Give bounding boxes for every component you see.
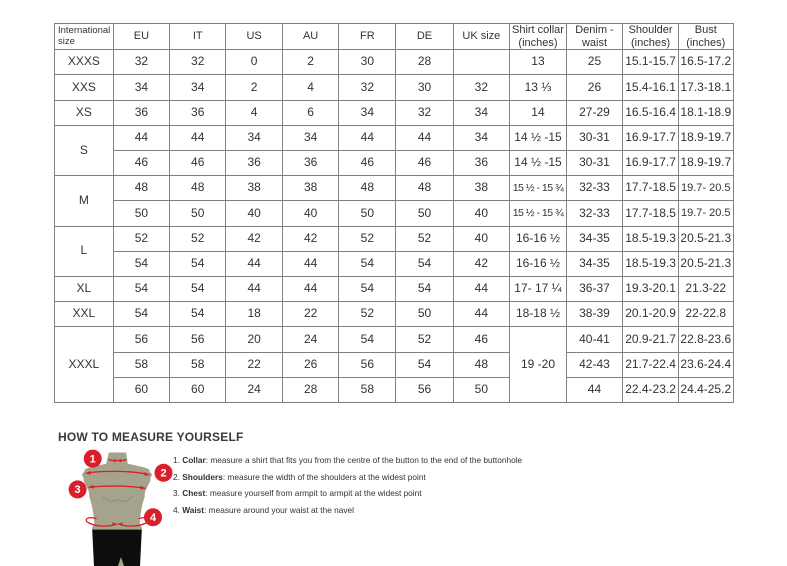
svg-text:4: 4 bbox=[150, 512, 157, 524]
svg-text:1: 1 bbox=[90, 453, 96, 465]
svg-text:2: 2 bbox=[160, 468, 166, 480]
svg-text:3: 3 bbox=[75, 484, 81, 496]
